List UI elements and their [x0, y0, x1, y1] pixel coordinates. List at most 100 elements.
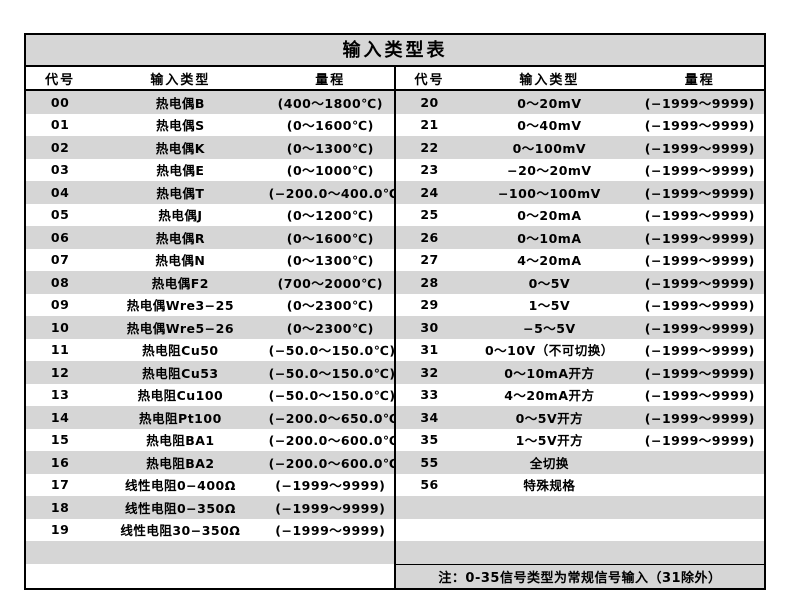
row-2-code-left: 02 [26, 136, 95, 159]
row-12-code-left: 12 [26, 361, 95, 384]
table-row: 16 热电阻BA2 (−200.0～600.0℃) 55 全切换 [26, 451, 764, 474]
row-19-code-right [394, 518, 464, 541]
row-10-code-right: 30 [394, 316, 464, 339]
row-6-code-left: 06 [26, 226, 95, 249]
row-13-code-left: 13 [26, 383, 95, 406]
row-18-range-right [635, 496, 764, 519]
row-11-code-right: 31 [394, 338, 464, 361]
row-11-type-left: 热电阻Cu50 [94, 338, 267, 361]
row-11-range-right: (−1999～9999) [635, 338, 764, 361]
row-2-type-right: 0～100mV [463, 136, 636, 159]
table-note: 注：0-35信号类型为常规信号输入（31除外） [394, 563, 764, 588]
row-3-range-left: (0～1000℃) [266, 158, 396, 181]
row-13-range-left: (−50.0～150.0℃) [266, 383, 396, 406]
row-20-type-right [463, 541, 636, 564]
header-type-left: 输入类型 [94, 66, 267, 91]
table-row: 01 热电偶S (0～1600℃) 21 0～40mV (−1999～9999) [26, 113, 764, 136]
row-20-range-left [266, 541, 396, 564]
row-7-type-right: 4～20mA [463, 248, 636, 271]
row-2-range-right: (−1999～9999) [635, 136, 764, 159]
row-16-range-right [635, 451, 764, 474]
row-3-code-left: 03 [26, 158, 95, 181]
row-2-range-left: (0～1300℃) [266, 136, 396, 159]
row-10-range-left: (0～2300℃) [266, 316, 396, 339]
row-6-type-left: 热电偶R [94, 226, 267, 249]
table-row: 17 线性电阻0−400Ω (−1999～9999) 56 特殊规格 [26, 473, 764, 496]
row-19-type-left: 线性电阻30−350Ω [94, 518, 267, 541]
row-9-range-right: (−1999～9999) [635, 293, 764, 316]
row-1-range-left: (0～1600℃) [266, 113, 396, 136]
row-4-type-left: 热电偶T [94, 181, 267, 204]
row-0-code-right: 20 [394, 90, 464, 114]
row-16-type-right: 全切换 [463, 451, 636, 474]
row-13-range-right: (−1999～9999) [635, 383, 764, 406]
row-13-code-right: 33 [394, 383, 464, 406]
row-0-range-right: (−1999～9999) [635, 90, 764, 114]
input-type-grid: 输入类型表 代号 输入类型 量程 代号 输入类型 量程 00 热电偶B (400～1… [26, 35, 764, 588]
row-17-type-right: 特殊规格 [463, 473, 636, 496]
row-4-code-left: 04 [26, 181, 95, 204]
row-2-code-right: 22 [394, 136, 464, 159]
row-12-range-left: (−50.0～150.0℃) [266, 361, 396, 384]
row-15-range-right: (−1999～9999) [635, 428, 764, 451]
header-range-left: 量程 [266, 66, 396, 91]
row-14-code-left: 14 [26, 406, 95, 429]
row-5-type-left: 热电偶J [94, 203, 267, 226]
row-15-range-left: (−200.0～600.0℃) [266, 428, 396, 451]
row-15-code-right: 35 [394, 428, 464, 451]
note-row-left-spacer [26, 564, 396, 588]
row-20-code-left [26, 541, 95, 564]
row-9-code-right: 29 [394, 293, 464, 316]
header-code-right: 代号 [394, 66, 464, 91]
row-12-type-left: 热电阻Cu53 [94, 361, 267, 384]
row-17-code-right: 56 [394, 473, 464, 496]
row-5-range-left: (0～1200℃) [266, 203, 396, 226]
row-2-type-left: 热电偶K [94, 136, 267, 159]
page-title: 输入类型表 [26, 35, 764, 67]
table-row: 08 热电偶F2 (700～2000℃) 28 0～5V (−1999～9999) [26, 271, 764, 294]
table-row: 05 热电偶J (0～1200℃) 25 0～20mA (−1999～9999) [26, 203, 764, 226]
row-9-type-right: 1～5V [463, 293, 636, 316]
row-15-type-right: 1～5V开方 [463, 428, 636, 451]
table-row: 07 热电偶N (0～1300℃) 27 4～20mA (−1999～9999) [26, 248, 764, 271]
row-8-type-left: 热电偶F2 [94, 271, 267, 294]
row-7-code-left: 07 [26, 248, 95, 271]
row-16-code-left: 16 [26, 451, 95, 474]
row-20-type-left [94, 541, 267, 564]
row-19-type-right [463, 518, 636, 541]
row-12-type-right: 0～10mA开方 [463, 361, 636, 384]
row-16-type-left: 热电阻BA2 [94, 451, 267, 474]
table-row: 09 热电偶Wre3−25 (0～2300℃) 29 1～5V (−1999～9999) [26, 293, 764, 316]
row-10-type-left: 热电偶Wre5−26 [94, 316, 267, 339]
row-1-type-right: 0～40mV [463, 113, 636, 136]
row-14-type-right: 0～5V开方 [463, 406, 636, 429]
row-15-code-left: 15 [26, 428, 95, 451]
row-9-range-left: (0～2300℃) [266, 293, 396, 316]
row-4-code-right: 24 [394, 181, 464, 204]
row-1-range-right: (−1999～9999) [635, 113, 764, 136]
table-row: 06 热电偶R (0～1600℃) 26 0～10mA (−1999～9999) [26, 226, 764, 249]
row-5-range-right: (−1999～9999) [635, 203, 764, 226]
row-17-type-left: 线性电阻0−400Ω [94, 473, 267, 496]
row-1-code-right: 21 [394, 113, 464, 136]
row-9-code-left: 09 [26, 293, 95, 316]
row-15-type-left: 热电阻BA1 [94, 428, 267, 451]
row-6-type-right: 0～10mA [463, 226, 636, 249]
row-13-type-left: 热电阻Cu100 [94, 383, 267, 406]
table-row [26, 541, 764, 564]
row-14-type-left: 热电阻Pt100 [94, 406, 267, 429]
row-3-code-right: 23 [394, 158, 464, 181]
table-row: 03 热电偶E (0～1000℃) 23 −20～20mV (−1999～9999) [26, 158, 764, 181]
row-12-code-right: 32 [394, 361, 464, 384]
row-6-range-left: (0～1600℃) [266, 226, 396, 249]
row-14-code-right: 34 [394, 406, 464, 429]
row-9-type-left: 热电偶Wre3−25 [94, 293, 267, 316]
table-row: 15 热电阻BA1 (−200.0～600.0℃) 35 1～5V开方 (−1999～99… [26, 428, 764, 451]
row-20-code-right [394, 541, 464, 564]
row-17-range-left: (−1999～9999) [266, 473, 396, 496]
table-row: 18 线性电阻0−350Ω (−1999～9999) [26, 496, 764, 519]
row-14-range-left: (−200.0～650.0℃) [266, 406, 396, 429]
row-3-range-right: (−1999～9999) [635, 158, 764, 181]
row-7-range-right: (−1999～9999) [635, 248, 764, 271]
